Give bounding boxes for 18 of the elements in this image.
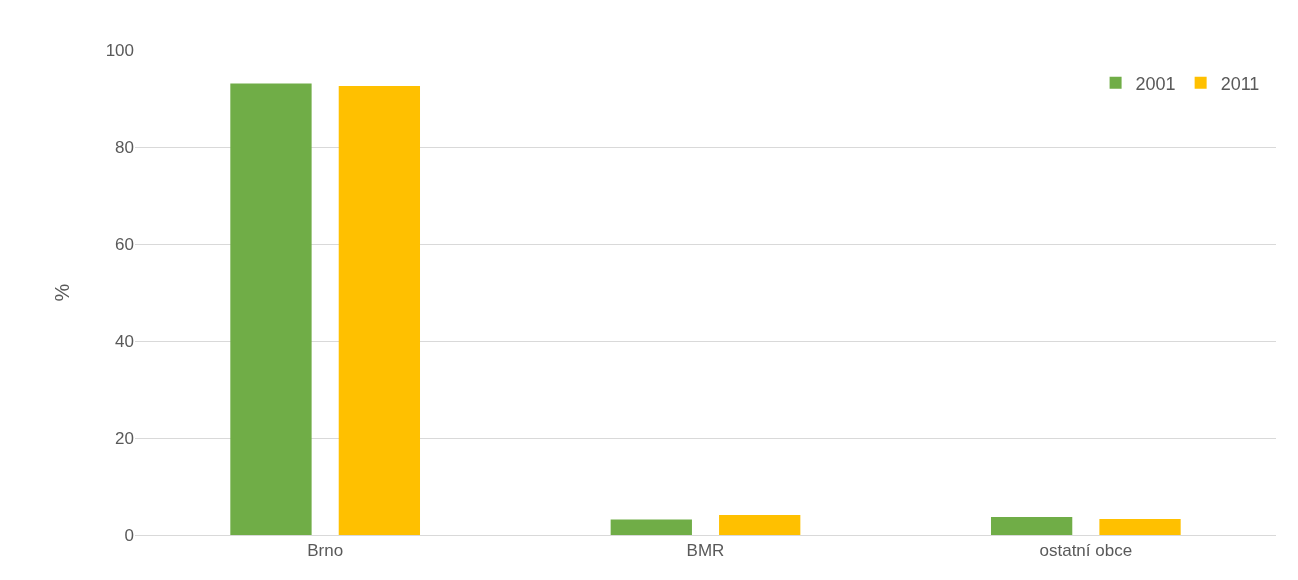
y-tick-label: 40 <box>115 331 134 351</box>
y-tick-label: 0 <box>124 525 134 545</box>
legend-label: 2011 <box>1220 73 1260 94</box>
bar <box>230 83 312 535</box>
y-tick-label: 100 <box>105 40 134 60</box>
bar <box>719 515 801 535</box>
y-tick-label: 60 <box>115 234 134 254</box>
y-tick-label: 80 <box>115 137 134 157</box>
y-tick-label: 20 <box>115 428 134 448</box>
bar <box>338 85 421 535</box>
x-tick-label: ostatní obce <box>1039 541 1133 561</box>
legend-label: 2001 <box>1135 73 1176 94</box>
y-axis-title: % <box>51 283 74 302</box>
x-tick-label: BMR <box>686 541 725 561</box>
bar <box>610 519 692 535</box>
bar <box>990 517 1073 535</box>
x-tick-label: Brno <box>307 541 344 561</box>
bar <box>1099 518 1181 535</box>
